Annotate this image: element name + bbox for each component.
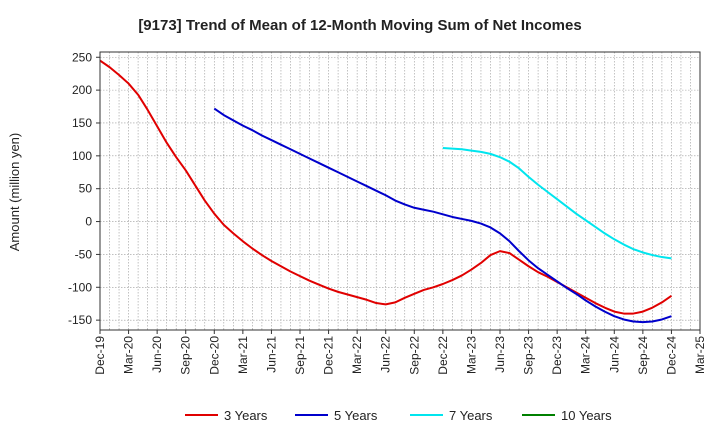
x-tick-label: Sep-23 bbox=[522, 336, 536, 375]
x-tick-label: Mar-21 bbox=[236, 336, 250, 374]
x-tick-label: Jun-20 bbox=[150, 336, 164, 373]
x-tick-label: Jun-22 bbox=[379, 336, 393, 373]
series-layer bbox=[99, 59, 672, 324]
y-tick-label: 200 bbox=[72, 83, 92, 97]
x-tick-label: Dec-21 bbox=[322, 336, 336, 375]
x-tick-label: Dec-24 bbox=[664, 336, 678, 375]
x-tick-label: Dec-22 bbox=[436, 336, 450, 375]
x-tick-label: Sep-21 bbox=[293, 336, 307, 375]
y-axis-label: Amount (million yen) bbox=[7, 133, 22, 252]
x-tick-label: Sep-20 bbox=[179, 336, 193, 375]
series-line-5-years bbox=[213, 107, 672, 324]
x-tick-label: Sep-22 bbox=[407, 336, 421, 375]
chart-title: [9173] Trend of Mean of 12-Month Moving … bbox=[138, 17, 581, 34]
x-tick-label: Mar-23 bbox=[464, 336, 478, 374]
legend-label: 3 Years bbox=[224, 408, 268, 423]
series-line-7-years bbox=[442, 146, 672, 260]
x-tick-label: Jun-21 bbox=[264, 336, 278, 373]
y-tick-label: 250 bbox=[72, 50, 92, 64]
y-tick-label: -150 bbox=[68, 313, 92, 327]
x-tick-label: Mar-22 bbox=[350, 336, 364, 374]
x-tick-label: Mar-24 bbox=[579, 336, 593, 374]
y-tick-label: 150 bbox=[72, 116, 92, 130]
legend-label: 7 Years bbox=[449, 408, 493, 423]
x-tick-label: Sep-24 bbox=[636, 336, 650, 375]
y-tick-label: -100 bbox=[68, 280, 92, 294]
grid-layer bbox=[99, 52, 701, 330]
y-tick-label: -50 bbox=[75, 247, 93, 261]
series-line-3-years bbox=[99, 59, 672, 315]
x-tick-label: Jun-24 bbox=[607, 336, 621, 373]
x-tick-label: Mar-25 bbox=[693, 336, 707, 374]
x-tick-label: Jun-23 bbox=[493, 336, 507, 373]
y-tick-label: 50 bbox=[79, 182, 93, 196]
x-tick-label: Dec-23 bbox=[550, 336, 564, 375]
x-tick-label: Mar-20 bbox=[122, 336, 136, 374]
x-tick-label: Dec-20 bbox=[207, 336, 221, 375]
x-tick-label: Dec-19 bbox=[93, 336, 107, 375]
y-tick-label: 100 bbox=[72, 149, 92, 163]
plot-frame bbox=[99, 51, 701, 331]
legend-label: 10 Years bbox=[561, 408, 612, 423]
legend: 3 Years 5 Years 7 Years 10 Years bbox=[185, 408, 612, 423]
y-tick-label: 0 bbox=[85, 215, 92, 229]
legend-label: 5 Years bbox=[334, 408, 378, 423]
